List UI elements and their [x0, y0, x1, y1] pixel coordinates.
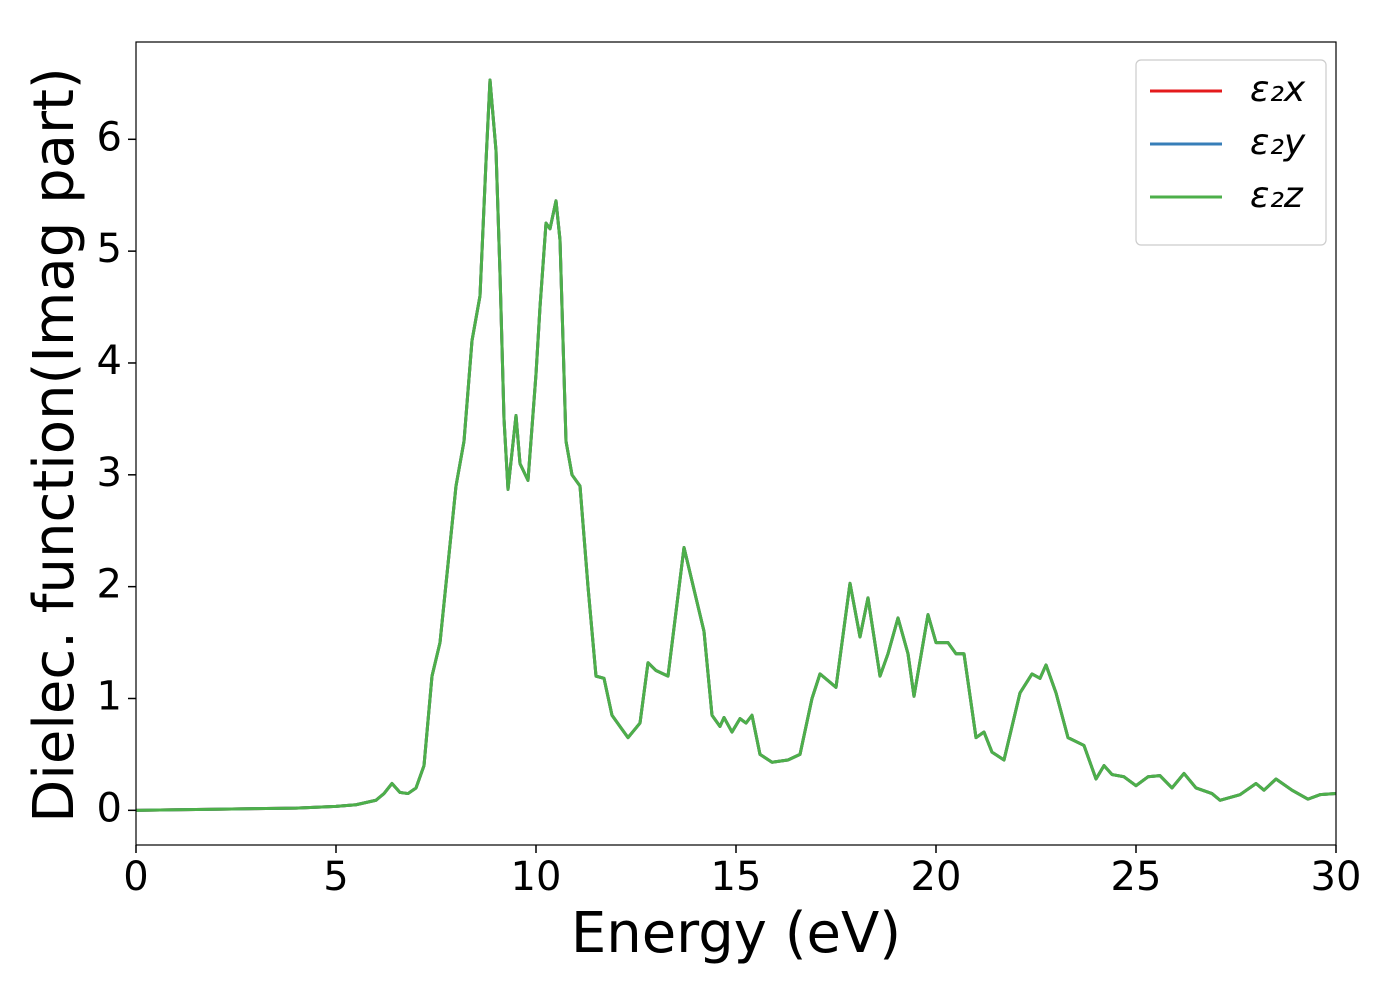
x-tick-label: 5 [323, 854, 348, 900]
y-tick-label: 5 [97, 226, 122, 272]
y-axis-label: Dielec. function(Imag part) [22, 67, 87, 823]
legend-label: ε₂z [1250, 175, 1304, 216]
x-tick-label: 15 [711, 854, 762, 900]
legend-label: ε₂y [1250, 122, 1306, 163]
line-series [135, 78, 1337, 812]
y-tick-label: 1 [97, 673, 122, 719]
legend-box [1135, 59, 1327, 246]
x-tick-label: 0 [123, 854, 148, 900]
legend-label: ε₂x [1250, 69, 1306, 110]
y-tick-label: 6 [97, 114, 122, 160]
x-tick-label: 30 [1311, 854, 1362, 900]
x-tick-label: 20 [911, 854, 962, 900]
y-tick-label: 4 [97, 338, 122, 384]
x-axis-label: Energy (eV) [571, 901, 901, 966]
y-tick-label: 0 [97, 785, 122, 831]
x-tick-label: 25 [1111, 854, 1162, 900]
plot-frame [135, 41, 1337, 846]
y-tick-label: 2 [97, 562, 122, 608]
x-tick-label: 10 [511, 854, 562, 900]
y-tick-label: 3 [97, 450, 122, 496]
